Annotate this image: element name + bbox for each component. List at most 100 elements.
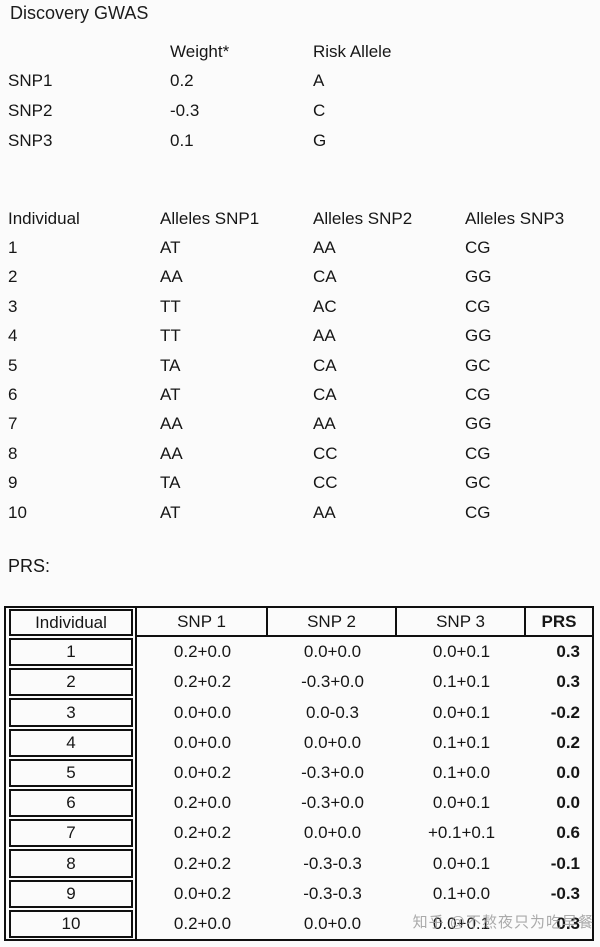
prs-header-row: SNP 1 SNP 2 SNP 3 PRS bbox=[137, 608, 592, 637]
prs-individual-slot: 3 bbox=[6, 697, 135, 727]
alleles-snp1-value: TT bbox=[160, 326, 181, 346]
prs-snp1-sum: 0.2+0.2 bbox=[173, 672, 232, 692]
snp-row-label: SNP1 bbox=[8, 71, 53, 91]
alleles-snp1-value: TT bbox=[160, 296, 181, 316]
alleles-snp3-value: GG bbox=[465, 267, 492, 287]
prs-table-row: 0.2+0.0 0.0+0.0 0.0+0.1 0.3 bbox=[137, 909, 592, 939]
prs-individual-id: 10 bbox=[61, 913, 81, 933]
prs-snp2-sum: -0.3-0.3 bbox=[303, 853, 362, 873]
prs-individual-column: Individual 1 2 3 bbox=[6, 608, 135, 939]
prs-score-value: 0.2 bbox=[556, 732, 580, 752]
alleles-snp3-column-header: Alleles SNP3 bbox=[465, 208, 565, 228]
prs-section-label: PRS: bbox=[8, 556, 51, 576]
prs-individual-id: 1 bbox=[66, 642, 76, 662]
alleles-snp2-value: CA bbox=[313, 267, 337, 287]
prs-snp2-sum: -0.3-0.3 bbox=[303, 883, 362, 903]
prs-snp1-sum: 0.0+0.0 bbox=[173, 732, 232, 752]
alleles-snp3-value: CG bbox=[465, 443, 491, 463]
prs-snp3-sum: 0.1+0.0 bbox=[432, 762, 491, 782]
alleles-snp3-value: GC bbox=[465, 355, 491, 375]
individual-id: 4 bbox=[8, 326, 18, 346]
prs-snp2-sum: -0.3+0.0 bbox=[301, 793, 364, 813]
prs-individual-box: 6 bbox=[9, 789, 133, 818]
zhihu-watermark: 知乎 @不熬夜只为吃早餐 bbox=[412, 914, 594, 931]
prs-score-value: 0.3 bbox=[556, 672, 580, 692]
prs-table-row: 0.2+0.0 0.0+0.0 0.0+0.1 0.3 bbox=[137, 637, 592, 667]
prs-snp1-sum: 0.2+0.0 bbox=[173, 913, 232, 933]
prs-individual-id: 2 bbox=[66, 672, 76, 692]
alleles-snp1-column-header: Alleles SNP1 bbox=[160, 208, 260, 228]
alleles-snp3-value: CG bbox=[465, 238, 491, 258]
prs-individual-box: 4 bbox=[9, 728, 133, 757]
prs-snp3-sum: 0.0+0.1 bbox=[432, 853, 491, 873]
individual-id: 3 bbox=[8, 296, 18, 316]
prs-snp3-sum: +0.1+0.1 bbox=[427, 823, 496, 843]
prs-individual-id: 9 bbox=[66, 883, 76, 903]
prs-individual-id: 5 bbox=[66, 762, 76, 782]
alleles-snp2-value: CC bbox=[313, 473, 338, 493]
risk-allele-column-header: Risk Allele bbox=[313, 41, 392, 61]
prs-snp1-sum: 0.0+0.0 bbox=[173, 702, 232, 722]
alleles-snp3-value: GG bbox=[465, 326, 492, 346]
alleles-snp2-value: CA bbox=[313, 355, 337, 375]
prs-snp3-sum: 0.1+0.1 bbox=[432, 732, 491, 752]
prs-individual-slot: 9 bbox=[6, 879, 135, 909]
snp-row-label: SNP2 bbox=[8, 100, 53, 120]
prs-table-row: 0.2+0.2 0.0+0.0 +0.1+0.1 0.6 bbox=[137, 818, 592, 848]
individual-id: 8 bbox=[8, 443, 18, 463]
prs-individual-id: 8 bbox=[66, 853, 76, 873]
prs-snp2-sum: 0.0+0.0 bbox=[303, 732, 362, 752]
snp-risk-allele-value: C bbox=[313, 100, 326, 120]
alleles-snp2-value: AA bbox=[313, 414, 336, 434]
alleles-snp3-value: CG bbox=[465, 385, 491, 405]
prs-individual-id: 6 bbox=[66, 793, 76, 813]
snp-weight-value: 0.1 bbox=[170, 130, 194, 150]
prs-individual-slot: 1 bbox=[6, 637, 135, 667]
prs-individual-box: 10 bbox=[9, 909, 133, 939]
prs-individual-slot: 5 bbox=[6, 758, 135, 788]
prs-table-row: 0.2+0.0 -0.3+0.0 0.0+0.1 0.0 bbox=[137, 788, 592, 818]
prs-table-row: 0.2+0.2 -0.3-0.3 0.0+0.1 -0.1 bbox=[137, 848, 592, 878]
individual-id: 5 bbox=[8, 355, 18, 375]
alleles-snp2-value: AC bbox=[313, 296, 337, 316]
alleles-snp1-value: AA bbox=[160, 414, 183, 434]
individual-id: 6 bbox=[8, 385, 18, 405]
prs-individual-column-header: Individual bbox=[35, 612, 107, 632]
individual-column-header: Individual bbox=[8, 208, 80, 228]
prs-score-column-header: PRS bbox=[541, 611, 577, 631]
individual-id: 9 bbox=[8, 473, 18, 493]
alleles-snp1-value: AT bbox=[160, 502, 181, 522]
prs-individual-slot: 10 bbox=[6, 909, 135, 939]
individual-id: 7 bbox=[8, 414, 18, 434]
prs-snp3-sum: 0.0+0.1 bbox=[432, 642, 491, 662]
prs-individual-id: 7 bbox=[66, 823, 76, 843]
prs-table-row: 0.0+0.2 -0.3-0.3 0.1+0.0 -0.3 bbox=[137, 879, 592, 909]
individual-id: 1 bbox=[8, 238, 18, 258]
prs-individual-slot: 6 bbox=[6, 788, 135, 818]
prs-snp3-sum: 0.0+0.1 bbox=[432, 913, 491, 933]
prs-snp2-sum: -0.3+0.0 bbox=[301, 762, 364, 782]
prs-individual-id: 3 bbox=[66, 702, 76, 722]
prs-score-value: 0.0 bbox=[556, 762, 580, 782]
prs-score-value: 0.0 bbox=[556, 793, 580, 813]
prs-snp1-sum: 0.0+0.2 bbox=[173, 883, 232, 903]
alleles-snp2-value: AA bbox=[313, 238, 336, 258]
prs-table-row: 0.2+0.2 -0.3+0.0 0.1+0.1 0.3 bbox=[137, 667, 592, 697]
snp-weight-value: -0.3 bbox=[170, 100, 200, 120]
prs-snp3-sum: 0.1+0.0 bbox=[432, 883, 491, 903]
prs-snp2-sum: 0.0-0.3 bbox=[306, 702, 359, 722]
alleles-snp1-value: TA bbox=[160, 473, 181, 493]
alleles-snp3-value: CG bbox=[465, 502, 491, 522]
prs-individual-box: 2 bbox=[9, 668, 133, 697]
prs-score-value: 0.3 bbox=[556, 642, 580, 662]
discovery-weights-table: Weight* Risk Allele SNP1 0.2 A SNP2 -0.3… bbox=[8, 37, 533, 155]
prs-individual-box: 5 bbox=[9, 758, 133, 788]
alleles-snp2-value: CA bbox=[313, 385, 337, 405]
prs-score-value: -0.2 bbox=[550, 702, 580, 722]
alleles-snp2-value: CC bbox=[313, 443, 338, 463]
prs-snp2-sum: 0.0+0.0 bbox=[303, 913, 362, 933]
prs-individual-slot: 2 bbox=[6, 667, 135, 697]
prs-table-row: 0.0+0.0 0.0+0.0 0.1+0.1 0.2 bbox=[137, 728, 592, 758]
prs-score-value: 0.6 bbox=[556, 823, 580, 843]
alleles-snp1-value: AT bbox=[160, 238, 181, 258]
